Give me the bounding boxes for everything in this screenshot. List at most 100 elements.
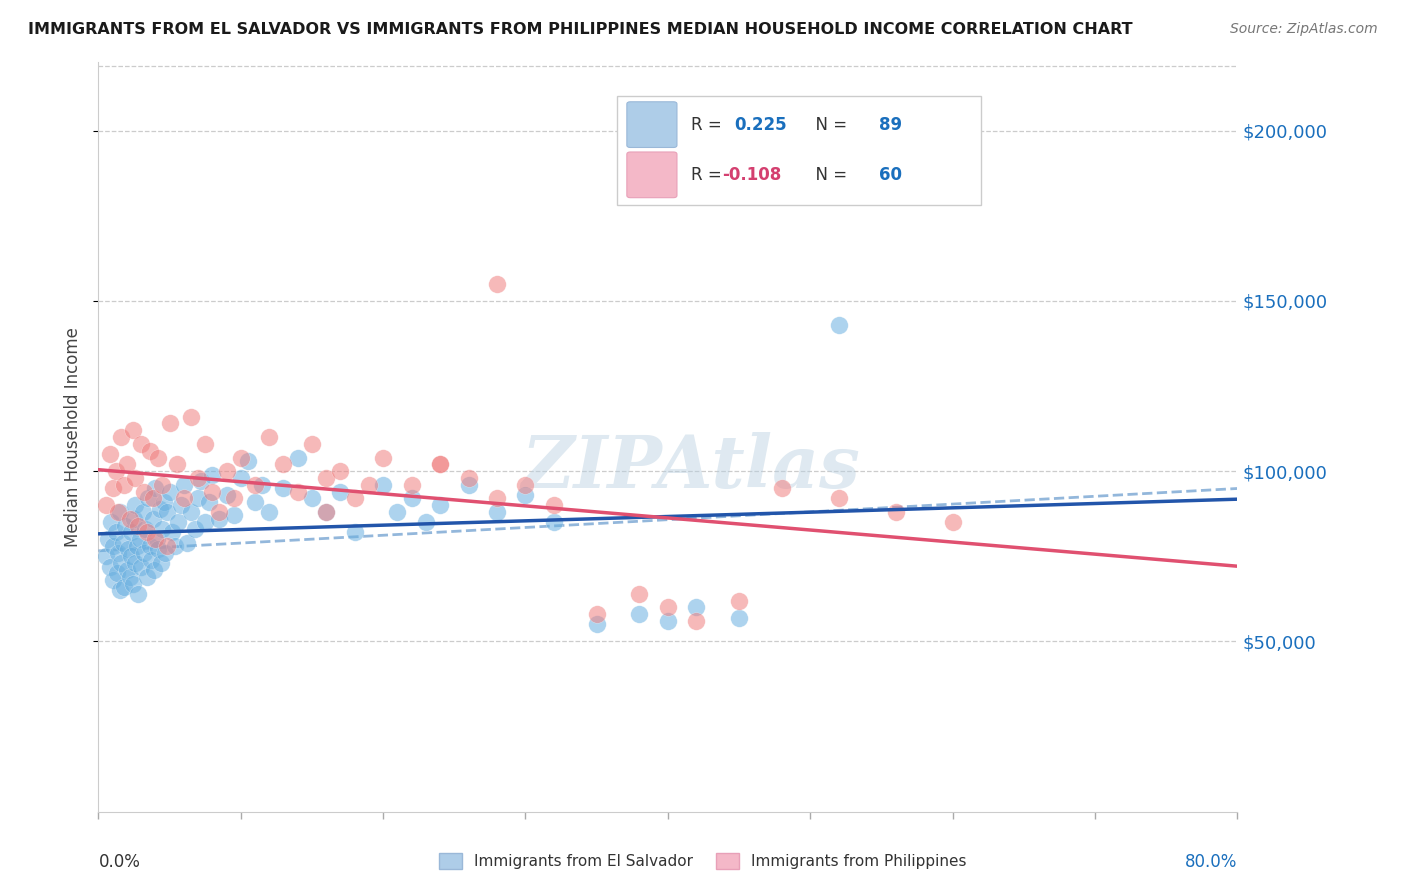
Point <box>98 559 121 574</box>
Point <box>486 491 509 506</box>
Point <box>657 614 679 628</box>
Point <box>141 512 163 526</box>
Point <box>115 563 138 577</box>
Point <box>429 498 451 512</box>
Point <box>198 495 221 509</box>
Point <box>343 491 366 506</box>
Point <box>124 498 146 512</box>
Point <box>166 458 188 472</box>
Point <box>329 484 352 499</box>
Point <box>97 533 120 547</box>
Point <box>259 505 281 519</box>
Point <box>259 430 281 444</box>
Text: R =: R = <box>690 166 727 184</box>
Point <box>415 515 437 529</box>
Point <box>170 498 193 512</box>
Point <box>208 512 231 526</box>
Point <box>515 488 537 502</box>
Point <box>357 477 380 491</box>
Point <box>120 525 142 540</box>
Point <box>229 471 252 485</box>
Point <box>122 512 145 526</box>
Point <box>194 437 217 451</box>
Point <box>128 533 150 547</box>
Point <box>387 505 409 519</box>
Point <box>236 454 259 468</box>
Point <box>173 491 195 506</box>
Point <box>148 450 170 465</box>
Point <box>110 430 132 444</box>
Point <box>229 450 252 465</box>
Point <box>180 505 202 519</box>
Point <box>884 505 907 519</box>
Point <box>153 495 176 509</box>
Point <box>373 477 395 491</box>
Point <box>301 491 323 506</box>
Text: 0.225: 0.225 <box>734 116 786 134</box>
Point <box>942 515 965 529</box>
Point <box>156 539 179 553</box>
Point <box>159 484 181 499</box>
Point <box>149 501 172 516</box>
Point <box>101 573 124 587</box>
Point <box>156 505 179 519</box>
Point <box>301 437 323 451</box>
Point <box>770 481 793 495</box>
Point <box>138 539 160 553</box>
FancyBboxPatch shape <box>627 152 676 198</box>
Point <box>287 484 309 499</box>
Text: N =: N = <box>804 166 852 184</box>
Point <box>184 522 207 536</box>
Point <box>243 477 266 491</box>
Point <box>150 556 173 570</box>
Point <box>108 583 131 598</box>
Point <box>165 539 187 553</box>
Text: 80.0%: 80.0% <box>1185 853 1237 871</box>
Point <box>243 495 266 509</box>
FancyBboxPatch shape <box>627 102 676 147</box>
Point <box>105 566 128 581</box>
Point <box>131 505 153 519</box>
Point <box>111 535 134 549</box>
Point <box>429 458 451 472</box>
Y-axis label: Median Household Income: Median Household Income <box>65 327 83 547</box>
Point <box>114 518 136 533</box>
Point <box>273 458 295 472</box>
Text: -0.108: -0.108 <box>723 166 782 184</box>
Point <box>127 518 149 533</box>
Point <box>145 481 167 495</box>
Point <box>136 491 159 506</box>
Point <box>222 491 245 506</box>
Text: N =: N = <box>804 116 852 134</box>
Text: 89: 89 <box>879 116 901 134</box>
Point <box>401 477 423 491</box>
Point <box>373 450 395 465</box>
Text: 0.0%: 0.0% <box>98 853 141 871</box>
Point <box>585 607 607 622</box>
Point <box>162 525 184 540</box>
Point <box>273 481 295 495</box>
Point <box>315 471 337 485</box>
Point <box>100 515 122 529</box>
Point <box>104 525 127 540</box>
Legend: Immigrants from El Salvador, Immigrants from Philippines: Immigrants from El Salvador, Immigrants … <box>433 847 973 875</box>
Point <box>129 559 152 574</box>
Point <box>287 450 309 465</box>
Text: 60: 60 <box>879 166 901 184</box>
Point <box>135 525 157 540</box>
Point <box>685 600 707 615</box>
Point <box>728 610 751 624</box>
Point <box>152 522 174 536</box>
Point <box>110 556 132 570</box>
Text: IMMIGRANTS FROM EL SALVADOR VS IMMIGRANTS FROM PHILIPPINES MEDIAN HOUSEHOLD INCO: IMMIGRANTS FROM EL SALVADOR VS IMMIGRANT… <box>28 22 1133 37</box>
Point <box>215 488 238 502</box>
Point <box>457 471 479 485</box>
Point <box>125 539 148 553</box>
Text: R =: R = <box>690 116 727 134</box>
Point <box>315 505 337 519</box>
Point <box>135 570 157 584</box>
Point <box>187 471 209 485</box>
FancyBboxPatch shape <box>617 96 981 205</box>
Point <box>329 464 352 478</box>
Point <box>112 477 135 491</box>
